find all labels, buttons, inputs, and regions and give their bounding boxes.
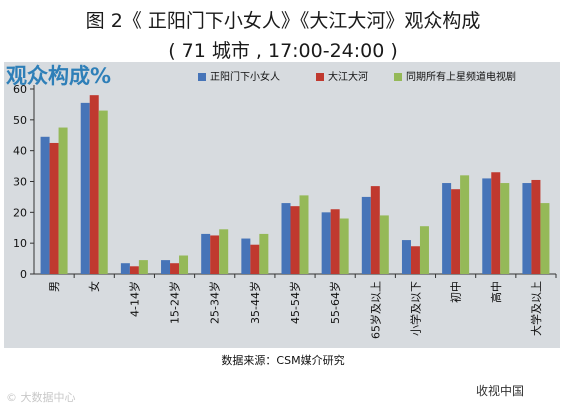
legend-label-s2: 大江大河 xyxy=(328,72,368,83)
bar-s1-2 xyxy=(120,263,130,274)
bar-s2-10 xyxy=(451,189,461,274)
x-tick-label: 4-14岁 xyxy=(127,281,141,317)
bar-s1-1 xyxy=(80,102,90,274)
chart-title: 图 2《 正阳门下小女人》《大江大河》观众构成 xyxy=(85,10,481,32)
bar-s2-9 xyxy=(410,246,420,274)
x-tick-label: 15-24岁 xyxy=(168,281,182,324)
x-tick-label: 55-64岁 xyxy=(328,281,342,324)
bar-s2-3 xyxy=(170,263,180,274)
x-tick-label: 高中 xyxy=(489,281,503,303)
x-tick-label: 45-54岁 xyxy=(288,281,302,324)
source-note: 数据来源：CSM媒介研究 xyxy=(221,354,345,367)
y-tick-label: 50 xyxy=(13,114,27,127)
bar-s1-0 xyxy=(40,136,50,274)
bar-s3-12 xyxy=(540,203,550,274)
bar-s3-4 xyxy=(219,229,229,274)
bar-s3-10 xyxy=(460,175,470,274)
x-tick-label: 35-44岁 xyxy=(248,281,262,324)
bar-s1-12 xyxy=(522,183,532,274)
bar-s1-7 xyxy=(321,212,331,274)
bar-s1-10 xyxy=(442,183,452,274)
legend-item-s2: 大江大河 xyxy=(316,68,368,83)
x-tick-label: 大学及以上 xyxy=(529,281,543,336)
x-tick-label: 小学及以下 xyxy=(408,281,422,336)
bar-s1-11 xyxy=(482,178,492,274)
bar-s2-12 xyxy=(531,179,541,274)
panel-label: 观众构成% xyxy=(6,64,112,88)
bar-s1-6 xyxy=(281,203,291,274)
bar-s3-11 xyxy=(500,183,510,274)
watermark-right: 收视中国 xyxy=(476,384,525,398)
legend-item-s1: 正阳门下小女人 xyxy=(198,68,280,83)
bar-s2-5 xyxy=(250,244,260,274)
y-tick-label: 40 xyxy=(13,145,27,158)
bar-s1-9 xyxy=(401,240,411,274)
bar-s3-8 xyxy=(379,215,389,274)
chart-subtitle: ( 71 城市 , 17:00-24:00 ) xyxy=(168,40,398,62)
bar-s3-7 xyxy=(339,218,349,274)
y-tick-label: 10 xyxy=(13,237,27,250)
legend-label-s3: 同期所有上星频道电视剧 xyxy=(406,72,516,83)
legend-label-s1: 正阳门下小女人 xyxy=(210,72,280,83)
x-tick-label: 男 xyxy=(48,281,61,292)
x-tick-label: 25-34岁 xyxy=(208,281,222,324)
legend-swatch-s1 xyxy=(198,73,206,81)
x-tick-label: 女 xyxy=(87,281,101,292)
bar-s3-6 xyxy=(299,195,309,274)
watermark-left: © 大数据中心 xyxy=(6,391,76,404)
bar-s2-6 xyxy=(290,206,300,274)
bar-s2-0 xyxy=(49,142,59,274)
legend-item-s3: 同期所有上星频道电视剧 xyxy=(394,68,516,83)
y-tick-label: 30 xyxy=(13,176,27,189)
bar-s3-2 xyxy=(138,260,148,274)
bar-s1-8 xyxy=(361,196,371,274)
bar-s2-7 xyxy=(330,209,340,274)
bar-s3-0 xyxy=(58,127,68,275)
bar-s1-3 xyxy=(161,260,171,274)
y-tick-label: 20 xyxy=(13,206,27,219)
bar-s2-8 xyxy=(370,186,380,274)
x-tick-label: 65岁及以上 xyxy=(368,281,382,339)
bar-s2-2 xyxy=(129,266,139,274)
bar-s1-4 xyxy=(201,233,211,274)
bar-s1-5 xyxy=(241,238,251,274)
bar-s2-4 xyxy=(210,235,220,274)
legend-swatch-s3 xyxy=(394,73,402,81)
legend-swatch-s2 xyxy=(316,73,324,81)
bar-s2-11 xyxy=(491,172,501,274)
y-tick-label: 0 xyxy=(20,268,27,281)
bar-s2-1 xyxy=(89,95,99,275)
bar-s3-5 xyxy=(259,233,269,274)
x-tick-label: 初中 xyxy=(449,281,463,303)
bar-s3-3 xyxy=(179,255,189,274)
bar-s3-1 xyxy=(98,110,108,274)
bar-s3-9 xyxy=(419,226,429,274)
y-tick-label: 60 xyxy=(13,83,27,96)
